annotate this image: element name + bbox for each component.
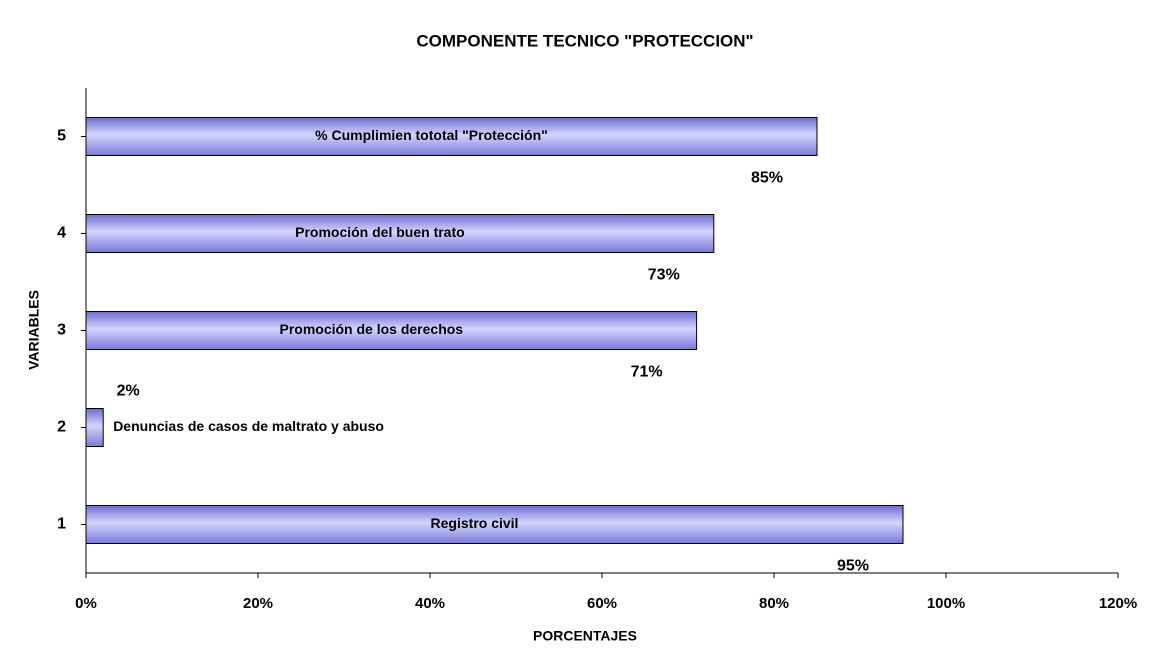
chart-title: COMPONENTE TECNICO "PROTECCION" (416, 31, 753, 50)
x-tick-label: 120% (1099, 595, 1137, 612)
bar-label: Registro civil (431, 515, 519, 531)
value-label: 85% (751, 170, 783, 187)
bar (85, 408, 104, 447)
bar (85, 311, 698, 350)
x-tick-label: 80% (759, 595, 789, 612)
y-tick-label: 3 (57, 322, 66, 339)
x-tick-label: 20% (243, 595, 273, 612)
bar-label: Promoción de los derechos (279, 321, 463, 337)
x-tick-label: 0% (75, 595, 97, 612)
x-tick-label: 60% (587, 595, 617, 612)
x-axis-title: PORCENTAJES (533, 628, 637, 644)
bar-label: % Cumplimien tototal "Protección" (315, 127, 548, 143)
y-tick-label: 4 (57, 225, 66, 242)
bar-label: Promoción del buen trato (295, 224, 465, 240)
x-tick-label: 100% (927, 595, 965, 612)
bar (85, 117, 818, 156)
x-tick-label: 40% (415, 595, 445, 612)
y-tick-label: 1 (57, 516, 66, 533)
y-tick-label: 2 (57, 419, 66, 436)
y-axis-title: VARIABLES (26, 290, 42, 370)
value-label: 95% (837, 558, 869, 575)
value-label: 73% (648, 267, 680, 284)
value-label: 71% (631, 364, 663, 381)
y-tick-label: 5 (57, 128, 66, 145)
bar (85, 505, 904, 544)
bar-label: Denuncias de casos de maltrato y abuso (113, 418, 384, 434)
bar (85, 214, 715, 253)
value-label: 2% (117, 383, 140, 400)
